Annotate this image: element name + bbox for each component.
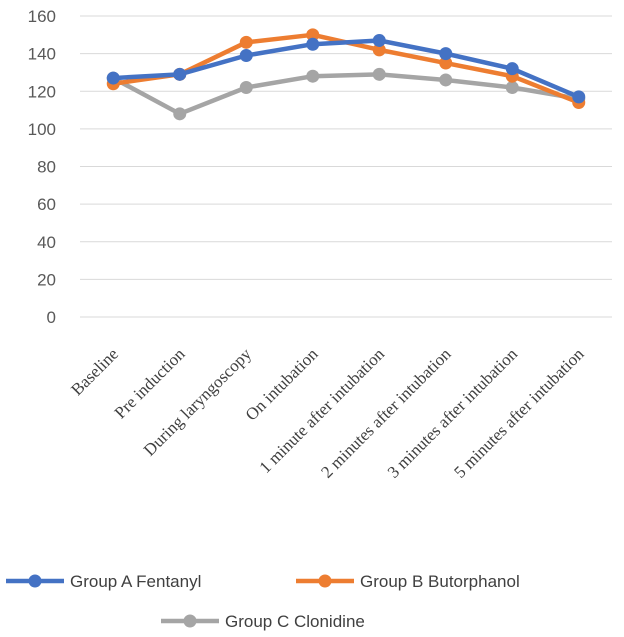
data-point [372,67,386,81]
y-tick-label: 120 [28,82,56,101]
data-point [106,71,120,85]
legend-item: Group B Butorphanol [296,572,520,591]
series-line-0 [111,38,581,100]
data-point [372,43,386,57]
legend: Group A Fentanyl Group B Butorphanol Group… [6,572,520,631]
x-tick-label: 1 minute after intubation [255,344,388,477]
y-tick-label: 0 [47,308,56,327]
y-tick-label: 100 [28,120,56,139]
legend-marker-icon [28,574,42,588]
gridlines [80,15,612,318]
x-tick-label: 5 minutes after intubation [450,344,588,482]
data-point [306,37,320,51]
data-point [173,67,187,81]
series-lines [106,28,586,121]
data-point [505,62,519,76]
x-tick-label: 2 minutes after intubation [317,344,455,482]
y-tick-label: 80 [37,158,56,177]
data-point [239,35,253,49]
legend-item: Group C Clonidine [161,612,365,631]
x-tick-label: 3 minutes after intubation [384,344,522,482]
data-point [439,47,453,61]
x-tick-label: Baseline [67,344,122,399]
series-line-2 [111,72,581,117]
data-point [439,73,453,87]
y-tick-label: 20 [37,270,56,289]
legend-label: Group B Butorphanol [360,572,520,591]
data-point [372,33,386,47]
data-point [306,69,320,83]
legend-item: Group A Fentanyl [6,572,201,591]
y-tick-label: 40 [37,233,56,252]
data-point [505,80,519,94]
data-point [306,28,320,42]
data-point [239,80,253,94]
data-point [173,107,187,121]
y-tick-label: 60 [37,195,56,214]
y-tick-label: 140 [28,45,56,64]
data-point [572,90,586,104]
y-tick-label: 160 [28,7,56,26]
y-axis-ticks: 0 20 40 60 80 100 120 140 160 [28,7,56,327]
data-point [439,56,453,70]
legend-label: Group A Fentanyl [70,572,201,591]
legend-marker-icon [318,574,332,588]
legend-marker-icon [183,614,197,628]
data-point [239,49,253,63]
legend-label: Group C Clonidine [225,612,365,631]
